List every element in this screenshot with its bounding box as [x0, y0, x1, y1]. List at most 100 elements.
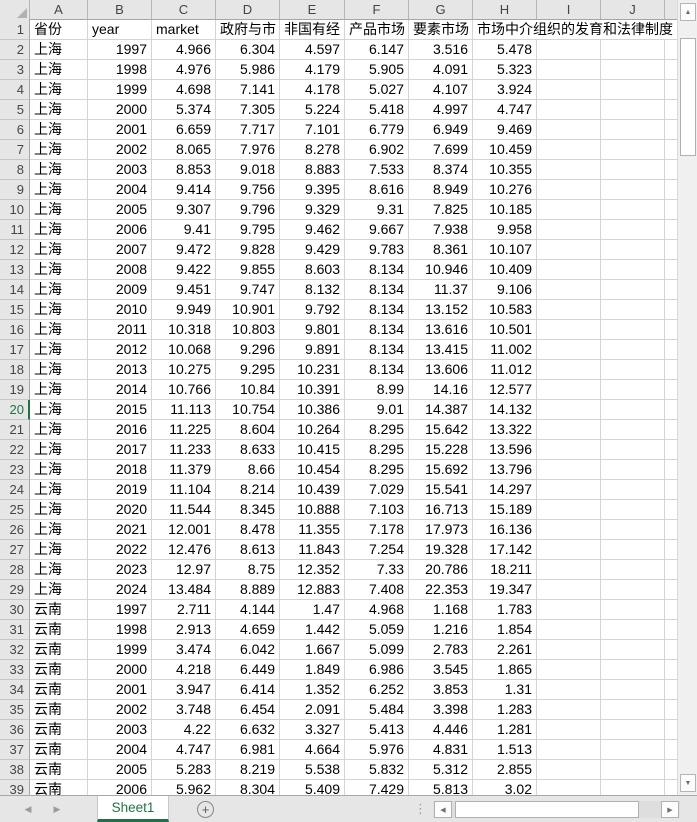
cell-I13[interactable] — [537, 260, 601, 280]
cell-H5[interactable]: 4.747 — [473, 100, 537, 120]
cell-B35[interactable]: 2002 — [88, 700, 152, 720]
cell-C6[interactable]: 6.659 — [152, 120, 216, 140]
cell-B14[interactable]: 2009 — [88, 280, 152, 300]
cell-E33[interactable]: 1.849 — [280, 660, 345, 680]
cell-H26[interactable]: 16.136 — [473, 520, 537, 540]
cell-I5[interactable] — [537, 100, 601, 120]
cell-H16[interactable]: 10.501 — [473, 320, 537, 340]
row-header-21[interactable]: 21 — [0, 420, 30, 440]
cell-G28[interactable]: 20.786 — [409, 560, 473, 580]
cell-F5[interactable]: 5.418 — [345, 100, 409, 120]
cell-I25[interactable] — [537, 500, 601, 520]
cell-H3[interactable]: 5.323 — [473, 60, 537, 80]
cell-C31[interactable]: 2.913 — [152, 620, 216, 640]
cell-partial-2[interactable] — [665, 40, 677, 60]
cell-A10[interactable]: 上海 — [30, 200, 88, 220]
cell-B2[interactable]: 1997 — [88, 40, 152, 60]
cell-F18[interactable]: 8.134 — [345, 360, 409, 380]
row-header-37[interactable]: 37 — [0, 740, 30, 760]
cell-G4[interactable]: 4.107 — [409, 80, 473, 100]
cell-C28[interactable]: 12.97 — [152, 560, 216, 580]
cell-F20[interactable]: 9.01 — [345, 400, 409, 420]
row-header-17[interactable]: 17 — [0, 340, 30, 360]
cell-H22[interactable]: 13.596 — [473, 440, 537, 460]
cell-I9[interactable] — [537, 180, 601, 200]
cell-B10[interactable]: 2005 — [88, 200, 152, 220]
cell-F11[interactable]: 9.667 — [345, 220, 409, 240]
cell-D28[interactable]: 8.75 — [216, 560, 280, 580]
cell-J34[interactable] — [601, 680, 665, 700]
row-header-30[interactable]: 30 — [0, 600, 30, 620]
cell-J28[interactable] — [601, 560, 665, 580]
cell-partial-5[interactable] — [665, 100, 677, 120]
cell-I39[interactable] — [537, 780, 601, 795]
cell-I38[interactable] — [537, 760, 601, 780]
cell-C27[interactable]: 12.476 — [152, 540, 216, 560]
cell-C11[interactable]: 9.41 — [152, 220, 216, 240]
cell-C30[interactable]: 2.711 — [152, 600, 216, 620]
cell-G9[interactable]: 8.949 — [409, 180, 473, 200]
cell-partial-6[interactable] — [665, 120, 677, 140]
cell-partial-16[interactable] — [665, 320, 677, 340]
cell-B12[interactable]: 2007 — [88, 240, 152, 260]
cell-C38[interactable]: 5.283 — [152, 760, 216, 780]
cell-B28[interactable]: 2023 — [88, 560, 152, 580]
cell-E17[interactable]: 9.891 — [280, 340, 345, 360]
column-header-A[interactable]: A — [30, 0, 88, 19]
column-header-C[interactable]: C — [152, 0, 216, 19]
cell-A4[interactable]: 上海 — [30, 80, 88, 100]
cell-E1[interactable]: 非国有经 — [280, 20, 345, 40]
cell-H1[interactable]: 市场中介组织的发育和法律制度 — [473, 20, 677, 40]
cell-E10[interactable]: 9.329 — [280, 200, 345, 220]
cell-B37[interactable]: 2004 — [88, 740, 152, 760]
cell-E13[interactable]: 8.603 — [280, 260, 345, 280]
cell-D8[interactable]: 9.018 — [216, 160, 280, 180]
cell-F6[interactable]: 6.779 — [345, 120, 409, 140]
row-header-26[interactable]: 26 — [0, 520, 30, 540]
cell-E21[interactable]: 10.264 — [280, 420, 345, 440]
cell-F34[interactable]: 6.252 — [345, 680, 409, 700]
cell-partial-28[interactable] — [665, 560, 677, 580]
cell-J12[interactable] — [601, 240, 665, 260]
cell-J33[interactable] — [601, 660, 665, 680]
row-header-15[interactable]: 15 — [0, 300, 30, 320]
cell-F28[interactable]: 7.33 — [345, 560, 409, 580]
cell-partial-34[interactable] — [665, 680, 677, 700]
cell-E7[interactable]: 8.278 — [280, 140, 345, 160]
cell-F1[interactable]: 产品市场 — [345, 20, 409, 40]
cell-I8[interactable] — [537, 160, 601, 180]
cell-F10[interactable]: 9.31 — [345, 200, 409, 220]
cell-C25[interactable]: 11.544 — [152, 500, 216, 520]
cell-partial-10[interactable] — [665, 200, 677, 220]
column-header-H[interactable]: H — [473, 0, 537, 19]
cell-I23[interactable] — [537, 460, 601, 480]
scroll-down-icon[interactable]: ▼ — [680, 774, 696, 792]
cell-B16[interactable]: 2011 — [88, 320, 152, 340]
cell-partial-35[interactable] — [665, 700, 677, 720]
cell-A35[interactable]: 云南 — [30, 700, 88, 720]
cell-partial-27[interactable] — [665, 540, 677, 560]
cell-G23[interactable]: 15.692 — [409, 460, 473, 480]
cell-E30[interactable]: 1.47 — [280, 600, 345, 620]
cell-J39[interactable] — [601, 780, 665, 795]
cell-H25[interactable]: 15.189 — [473, 500, 537, 520]
cell-D25[interactable]: 8.345 — [216, 500, 280, 520]
cell-A23[interactable]: 上海 — [30, 460, 88, 480]
column-header-F[interactable]: F — [345, 0, 409, 19]
cell-J13[interactable] — [601, 260, 665, 280]
cell-G8[interactable]: 8.374 — [409, 160, 473, 180]
cell-C33[interactable]: 4.218 — [152, 660, 216, 680]
cell-G31[interactable]: 1.216 — [409, 620, 473, 640]
cell-B7[interactable]: 2002 — [88, 140, 152, 160]
cell-G25[interactable]: 16.713 — [409, 500, 473, 520]
cell-E38[interactable]: 5.538 — [280, 760, 345, 780]
cell-I10[interactable] — [537, 200, 601, 220]
cell-B30[interactable]: 1997 — [88, 600, 152, 620]
cell-F14[interactable]: 8.134 — [345, 280, 409, 300]
cell-B20[interactable]: 2015 — [88, 400, 152, 420]
cell-partial-19[interactable] — [665, 380, 677, 400]
cell-I33[interactable] — [537, 660, 601, 680]
cell-H23[interactable]: 13.796 — [473, 460, 537, 480]
cell-A25[interactable]: 上海 — [30, 500, 88, 520]
cell-H39[interactable]: 3.02 — [473, 780, 537, 795]
